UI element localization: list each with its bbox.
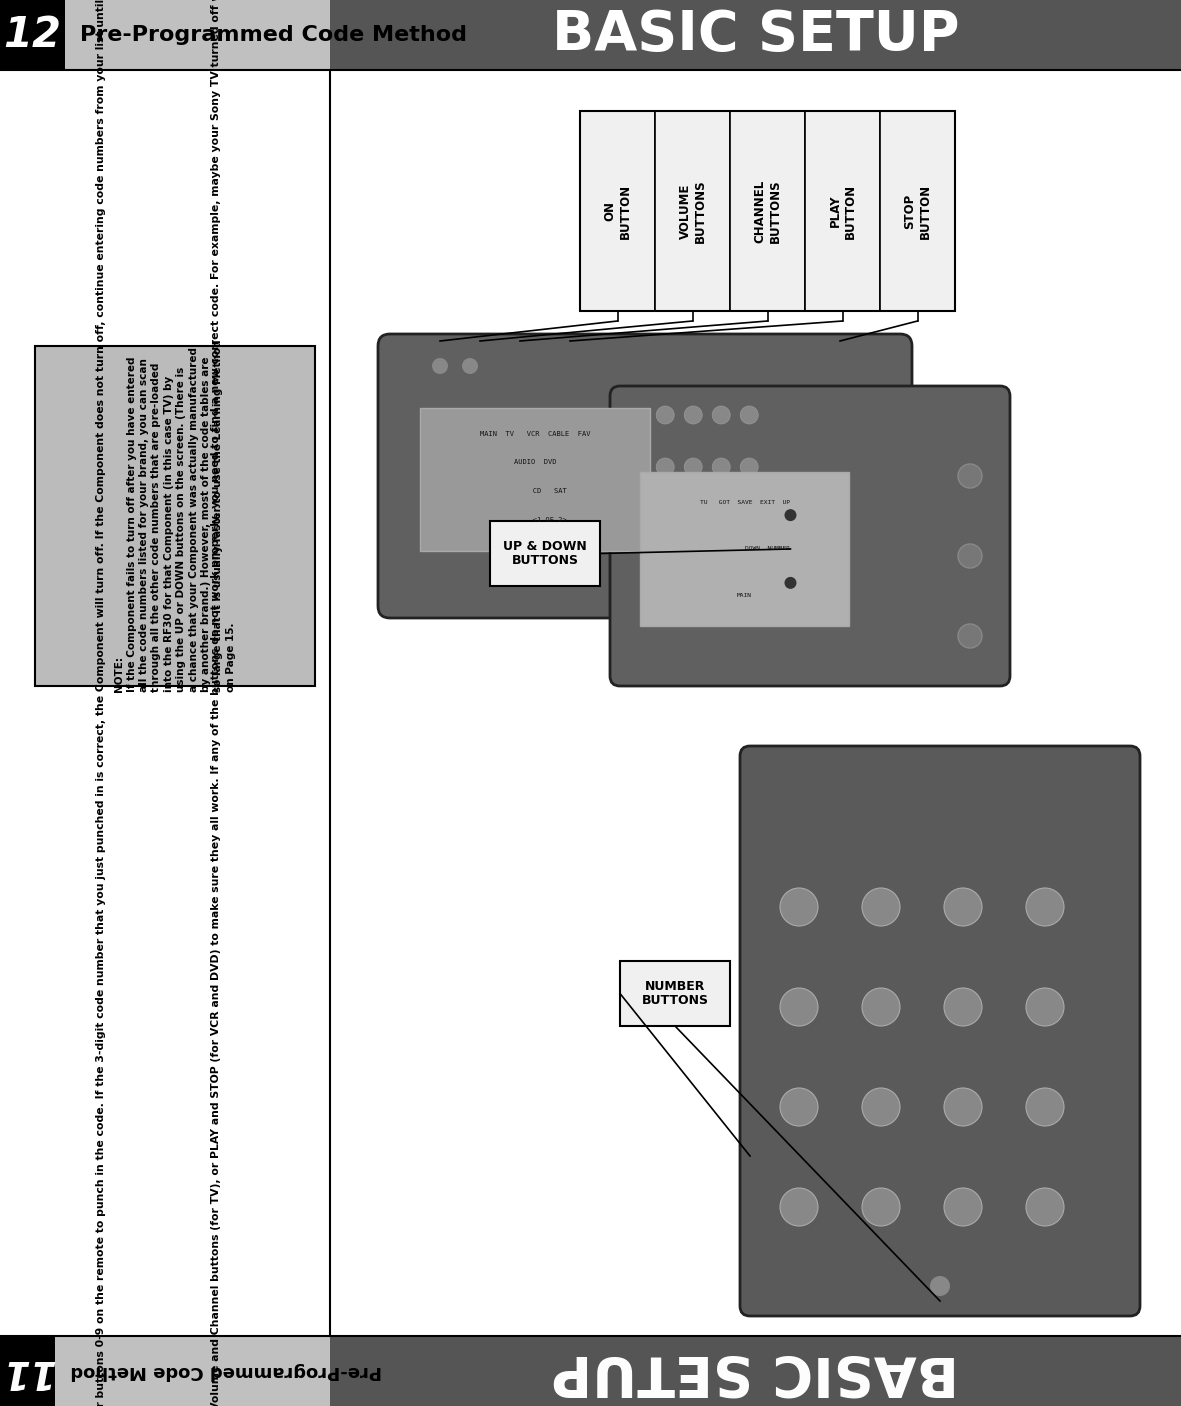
Circle shape [740,406,758,425]
Circle shape [944,889,981,927]
Circle shape [1026,988,1064,1026]
Circle shape [432,359,448,374]
Circle shape [862,1088,900,1126]
Circle shape [1026,1188,1064,1226]
Text: DOWN  NUMBER: DOWN NUMBER [699,547,790,551]
Bar [0,1336,56,1406]
Bar [490,522,600,586]
Bar [329,1336,1181,1406]
FancyBboxPatch shape [378,335,912,619]
Circle shape [779,1088,818,1126]
Circle shape [958,624,981,648]
FancyBboxPatch shape [611,387,1010,686]
Circle shape [862,889,900,927]
Circle shape [862,988,900,1026]
Bar [580,111,955,311]
Text: <1 OF 2>: <1 OF 2> [503,516,567,523]
Circle shape [944,1188,981,1226]
Bar [0,70,329,1336]
Circle shape [944,1088,981,1126]
Bar [35,346,315,686]
Text: STEP 7:
Point the RF30 toward the Component you want to program, (in this exampl: STEP 7: Point the RF30 toward the Compon… [84,0,106,1406]
Bar [329,0,1181,70]
Text: ON
BUTTON: ON BUTTON [603,183,632,239]
Circle shape [657,458,674,477]
Text: TU   GOT  SAVE  EXIT  UP: TU GOT SAVE EXIT UP [699,501,790,505]
Bar [620,960,730,1026]
Text: 12: 12 [4,14,61,56]
Text: Pre-Programmed Code Method: Pre-Programmed Code Method [70,1362,381,1381]
Circle shape [862,1188,900,1226]
Circle shape [784,576,796,589]
Circle shape [462,359,478,374]
Circle shape [712,458,730,477]
Circle shape [657,510,674,529]
Text: CHANNEL
BUTTONS: CHANNEL BUTTONS [753,179,782,243]
Circle shape [657,562,674,581]
Bar [580,111,655,311]
Text: BASIC SETUP: BASIC SETUP [552,1344,959,1398]
Text: MAIN: MAIN [737,593,752,598]
Circle shape [740,562,758,581]
Circle shape [684,510,703,529]
Circle shape [779,988,818,1026]
Bar [655,111,730,311]
Circle shape [712,510,730,529]
Circle shape [958,544,981,568]
Circle shape [1026,889,1064,927]
Circle shape [712,562,730,581]
Circle shape [740,458,758,477]
Circle shape [1026,1088,1064,1126]
Text: CD   SAT: CD SAT [503,488,567,494]
Text: STEP 8:
When the Component turns off, press the ON button to turn the Component : STEP 8: When the Component turns off, pr… [198,0,221,1406]
Bar [880,111,955,311]
Text: STOP
BUTTON: STOP BUTTON [903,183,932,239]
Text: VOLUME
BUTTONS: VOLUME BUTTONS [679,179,706,243]
Bar [329,70,1181,1336]
Circle shape [779,1188,818,1226]
Text: AUDIO  DVD: AUDIO DVD [514,460,556,465]
Circle shape [684,406,703,425]
Text: NUMBER
BUTTONS: NUMBER BUTTONS [641,980,709,1008]
Bar [0,1336,329,1406]
Text: BASIC SETUP: BASIC SETUP [552,8,959,62]
Text: 11: 11 [0,1353,54,1391]
Text: Pre-Programmed Code Method: Pre-Programmed Code Method [80,25,466,45]
Circle shape [784,509,796,522]
Bar [0,0,65,70]
Circle shape [740,510,758,529]
Circle shape [657,406,674,425]
Circle shape [929,1277,950,1296]
Bar [730,111,805,311]
Text: MAIN  TV   VCR  CABLE  FAV: MAIN TV VCR CABLE FAV [479,430,590,437]
Bar [420,408,650,551]
Circle shape [712,406,730,425]
Bar [0,0,329,70]
Circle shape [944,988,981,1026]
Circle shape [684,562,703,581]
Bar [805,111,880,311]
Bar [640,472,849,626]
Text: UP & DOWN
BUTTONS: UP & DOWN BUTTONS [503,540,587,568]
Text: NOTE:
If the Component fails to turn off after you have entered
all the code num: NOTE: If the Component fails to turn off… [115,340,236,692]
Circle shape [779,889,818,927]
Circle shape [958,464,981,488]
Circle shape [684,458,703,477]
FancyBboxPatch shape [740,747,1140,1316]
Text: PLAY
BUTTON: PLAY BUTTON [829,183,856,239]
